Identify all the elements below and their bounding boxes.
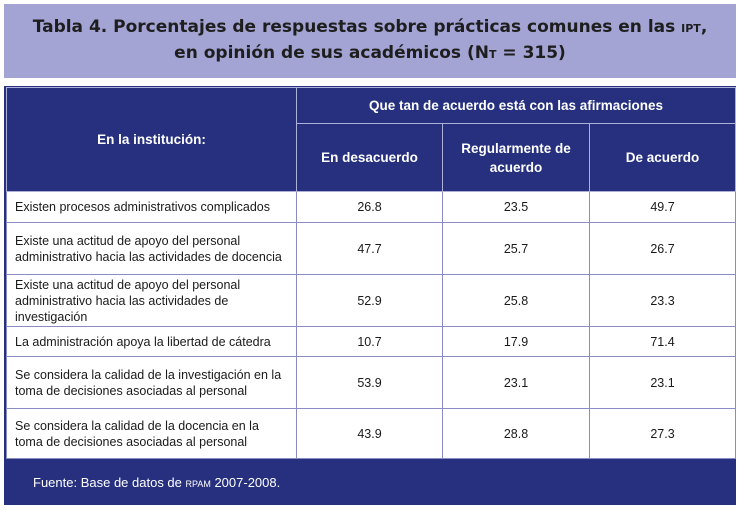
title-abbr-ipt: IPT: [681, 22, 701, 35]
footnote-abbr: RPAM: [185, 479, 211, 489]
column-header-desacuerdo: En desacuerdo: [296, 123, 443, 192]
data-table: En la institución: Que tan de acuerdo es…: [6, 87, 737, 459]
table-row: Se considera la calidad de la investigac…: [6, 356, 737, 409]
source-footnote: Fuente: Base de datos de RPAM 2007-2008.: [33, 475, 280, 490]
row-label: Existe una actitud de apoyo del personal…: [6, 222, 297, 275]
cell-value: 71.4: [588, 326, 737, 357]
group-header-cell: Que tan de acuerdo está con las afirmaci…: [295, 87, 737, 124]
row-label: La administración apoya la libertad de c…: [6, 326, 297, 357]
cell-value: 23.5: [442, 191, 590, 223]
footnote-text: Fuente: Base de datos de: [33, 475, 186, 490]
cell-value: 53.9: [296, 356, 443, 409]
cell-value: 23.1: [588, 356, 737, 409]
cell-value: 17.9: [442, 326, 590, 357]
cell-value: 26.7: [588, 222, 737, 275]
title-line-2-text: en opinión de sus académicos (N: [174, 43, 489, 63]
table-row: La administración apoya la libertad de c…: [6, 326, 737, 357]
cell-value: 47.7: [296, 222, 443, 275]
title-line-2-end: = 315): [496, 43, 566, 63]
cell-value: 28.8: [442, 408, 590, 459]
cell-value: 52.9: [296, 274, 443, 327]
cell-value: 10.7: [296, 326, 443, 357]
header-row-2: En desacuerdo Regularmente de acuerdo De…: [7, 123, 737, 192]
row-label: Se considera la calidad de la docencia e…: [6, 408, 297, 459]
cell-value: 27.3: [588, 408, 737, 459]
title-subscript-t: T: [488, 48, 497, 61]
title-line-1-end: ,: [700, 17, 708, 37]
title-line-2: en opinión de sus académicos (NT = 315): [174, 41, 566, 67]
header-row-1: En la institución: Que tan de acuerdo es…: [6, 87, 737, 192]
row-label: Existen procesos administrativos complic…: [6, 191, 297, 223]
footnote-year: 2007-2008.: [210, 475, 281, 490]
table-title: Tabla 4. Porcentajes de respuestas sobre…: [4, 4, 736, 78]
title-line-1-text: Tabla 4. Porcentajes de respuestas sobre…: [32, 17, 682, 37]
cell-value: 49.7: [588, 191, 737, 223]
row-label: Existe una actitud de apoyo del personal…: [6, 274, 297, 327]
table-row: Existe una actitud de apoyo del personal…: [6, 274, 737, 327]
cell-value: 23.3: [588, 274, 737, 327]
row-header-cell: En la institución:: [6, 87, 297, 192]
cell-value: 25.8: [442, 274, 590, 327]
table-row: Se considera la calidad de la docencia e…: [6, 408, 737, 459]
table-row: Existe una actitud de apoyo del personal…: [6, 222, 737, 275]
column-header-de-acuerdo: De acuerdo: [588, 123, 737, 192]
cell-value: 26.8: [296, 191, 443, 223]
row-label: Se considera la calidad de la investigac…: [6, 356, 297, 409]
cell-value: 25.7: [442, 222, 590, 275]
column-header-regularmente: Regularmente de acuerdo: [442, 123, 590, 192]
title-line-1: Tabla 4. Porcentajes de respuestas sobre…: [33, 15, 708, 41]
cell-value: 23.1: [442, 356, 590, 409]
data-table-container: En la institución: Que tan de acuerdo es…: [4, 86, 737, 505]
table-row: Existen procesos administrativos complic…: [6, 191, 737, 223]
cell-value: 43.9: [296, 408, 443, 459]
